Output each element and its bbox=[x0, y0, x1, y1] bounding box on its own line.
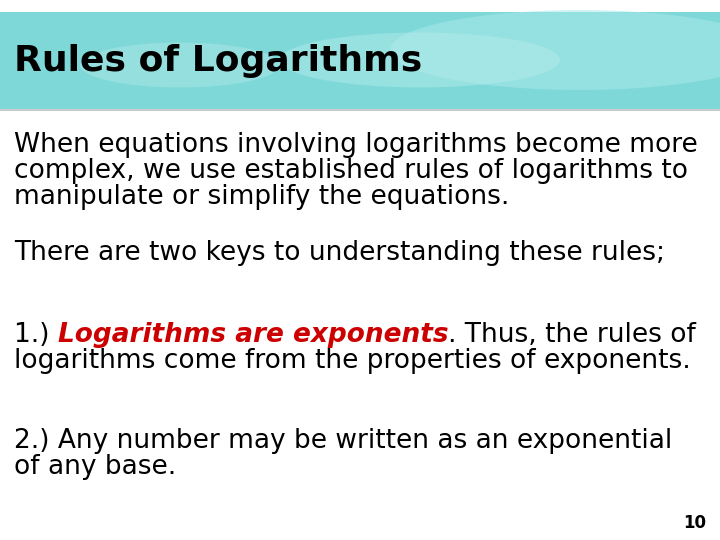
Text: Logarithms are exponents: Logarithms are exponents bbox=[58, 322, 449, 348]
Bar bbox=[0, 109, 720, 111]
Text: logarithms come from the properties of exponents.: logarithms come from the properties of e… bbox=[14, 348, 690, 374]
Ellipse shape bbox=[280, 32, 560, 87]
Text: manipulate or simplify the equations.: manipulate or simplify the equations. bbox=[14, 184, 509, 210]
Text: complex, we use established rules of logarithms to: complex, we use established rules of log… bbox=[14, 158, 688, 184]
Text: 10: 10 bbox=[683, 514, 706, 532]
Ellipse shape bbox=[390, 10, 720, 90]
Text: There are two keys to understanding these rules;: There are two keys to understanding thes… bbox=[14, 240, 665, 266]
Ellipse shape bbox=[80, 43, 280, 87]
Text: Rules of Logarithms: Rules of Logarithms bbox=[14, 44, 422, 78]
Bar bbox=[0, 12, 720, 110]
Text: . Thus, the rules of: . Thus, the rules of bbox=[449, 322, 696, 348]
Text: 2.) Any number may be written as an exponential: 2.) Any number may be written as an expo… bbox=[14, 428, 672, 454]
Text: 1.): 1.) bbox=[14, 322, 58, 348]
Text: of any base.: of any base. bbox=[14, 454, 176, 480]
Text: When equations involving logarithms become more: When equations involving logarithms beco… bbox=[14, 132, 698, 158]
Bar bbox=[0, 0, 720, 12]
